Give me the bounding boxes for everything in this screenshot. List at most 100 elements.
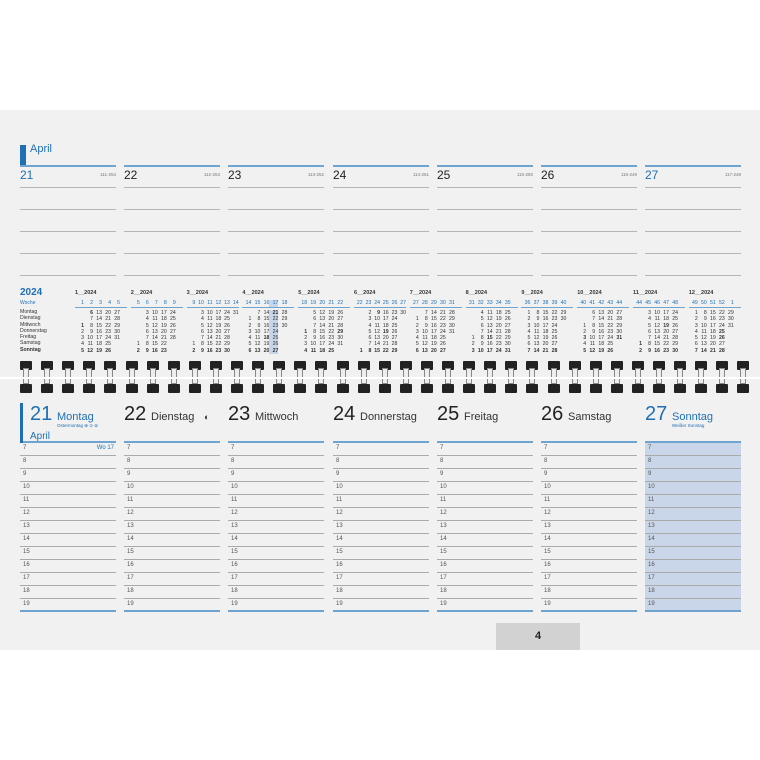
top-day-column[interactable]: 21 111-254 bbox=[20, 165, 116, 276]
note-line[interactable] bbox=[333, 253, 429, 254]
hour-slot[interactable]: 18 bbox=[541, 586, 637, 599]
hour-slot[interactable]: 12 bbox=[228, 508, 324, 521]
hour-slot[interactable]: 9 bbox=[645, 469, 741, 482]
hour-slot[interactable]: 13 bbox=[333, 521, 429, 534]
hour-slot[interactable]: 9 bbox=[228, 469, 324, 482]
hour-slot[interactable]: 11 bbox=[124, 495, 220, 508]
note-line[interactable] bbox=[228, 275, 324, 276]
hour-slot[interactable]: 13 bbox=[228, 521, 324, 534]
note-line[interactable] bbox=[20, 275, 116, 276]
hour-slot[interactable]: 17 bbox=[20, 573, 116, 586]
note-line[interactable] bbox=[333, 231, 429, 232]
hour-slot[interactable]: 11 bbox=[437, 495, 533, 508]
hour-slot[interactable]: 16 bbox=[228, 560, 324, 573]
hour-slot[interactable]: 13 bbox=[437, 521, 533, 534]
hour-slot[interactable]: 18 bbox=[645, 586, 741, 599]
hour-slot[interactable]: 18 bbox=[437, 586, 533, 599]
hour-slot[interactable]: 10 bbox=[333, 482, 429, 495]
hour-slot[interactable]: 14 bbox=[437, 534, 533, 547]
top-day-column[interactable]: 26 116-249 bbox=[541, 165, 637, 276]
note-line[interactable] bbox=[541, 231, 637, 232]
note-line[interactable] bbox=[124, 187, 220, 188]
hour-slot[interactable]: 11 bbox=[228, 495, 324, 508]
note-line[interactable] bbox=[541, 209, 637, 210]
hour-slot[interactable]: 19 bbox=[20, 599, 116, 612]
note-line[interactable] bbox=[437, 275, 533, 276]
hour-slot[interactable]: 19 bbox=[541, 599, 637, 612]
hour-slot[interactable]: 18 bbox=[20, 586, 116, 599]
hour-slot[interactable]: 15 bbox=[333, 547, 429, 560]
hour-slot[interactable]: 16 bbox=[20, 560, 116, 573]
hour-slot[interactable]: 19 bbox=[645, 599, 741, 612]
note-line[interactable] bbox=[124, 231, 220, 232]
hour-slot[interactable]: 18 bbox=[228, 586, 324, 599]
hour-slot[interactable]: 12 bbox=[124, 508, 220, 521]
note-line[interactable] bbox=[20, 187, 116, 188]
hour-slot[interactable]: 8 bbox=[541, 456, 637, 469]
note-line[interactable] bbox=[541, 187, 637, 188]
note-line[interactable] bbox=[437, 253, 533, 254]
hour-slot[interactable]: 7 bbox=[124, 443, 220, 456]
note-line[interactable] bbox=[228, 209, 324, 210]
note-line[interactable] bbox=[541, 253, 637, 254]
hour-slot[interactable]: 8 bbox=[437, 456, 533, 469]
hour-slot[interactable]: 7 bbox=[228, 443, 324, 456]
top-day-column[interactable]: 23 113-252 bbox=[228, 165, 324, 276]
hour-slot[interactable]: 10 bbox=[20, 482, 116, 495]
hour-slot[interactable]: 15 bbox=[124, 547, 220, 560]
hour-slot[interactable]: 14 bbox=[645, 534, 741, 547]
note-line[interactable] bbox=[437, 209, 533, 210]
hour-slot[interactable]: 9 bbox=[333, 469, 429, 482]
note-line[interactable] bbox=[228, 253, 324, 254]
note-line[interactable] bbox=[20, 231, 116, 232]
hour-slot[interactable]: 10 bbox=[541, 482, 637, 495]
hour-slot[interactable]: 19 bbox=[333, 599, 429, 612]
top-day-column[interactable]: 24 114-251 bbox=[333, 165, 429, 276]
note-line[interactable] bbox=[124, 253, 220, 254]
hour-slot[interactable]: 16 bbox=[645, 560, 741, 573]
top-day-column[interactable]: 25 115-250 bbox=[437, 165, 533, 276]
hour-slot[interactable]: 14 bbox=[20, 534, 116, 547]
top-day-column[interactable]: 27 117-248 bbox=[645, 165, 741, 276]
hour-slot[interactable]: 17 bbox=[437, 573, 533, 586]
hour-slot[interactable]: 11 bbox=[333, 495, 429, 508]
note-line[interactable] bbox=[333, 275, 429, 276]
note-line[interactable] bbox=[437, 187, 533, 188]
hour-slot[interactable]: 12 bbox=[645, 508, 741, 521]
hour-slot[interactable]: 16 bbox=[437, 560, 533, 573]
note-line[interactable] bbox=[124, 275, 220, 276]
hour-slot[interactable]: 17 bbox=[645, 573, 741, 586]
hour-slot[interactable]: 15 bbox=[20, 547, 116, 560]
hour-slot[interactable]: 19 bbox=[124, 599, 220, 612]
hour-slot[interactable]: 17 bbox=[541, 573, 637, 586]
hour-slot[interactable]: 17 bbox=[333, 573, 429, 586]
hour-slot[interactable]: 15 bbox=[437, 547, 533, 560]
hour-slot[interactable]: 9 bbox=[124, 469, 220, 482]
note-line[interactable] bbox=[645, 231, 741, 232]
hour-slot[interactable]: 11 bbox=[541, 495, 637, 508]
hour-slot[interactable]: 10 bbox=[124, 482, 220, 495]
hour-slot[interactable]: 7 bbox=[645, 443, 741, 456]
hour-slot[interactable]: 14 bbox=[228, 534, 324, 547]
hour-slot[interactable]: 13 bbox=[124, 521, 220, 534]
hour-slot[interactable]: 17 bbox=[228, 573, 324, 586]
hour-slot[interactable]: 18 bbox=[124, 586, 220, 599]
hour-slot[interactable]: 19 bbox=[228, 599, 324, 612]
hour-slot[interactable]: 17 bbox=[124, 573, 220, 586]
hour-slot[interactable]: 7 bbox=[333, 443, 429, 456]
hour-slot[interactable]: 13 bbox=[645, 521, 741, 534]
hour-slot[interactable]: 7 bbox=[437, 443, 533, 456]
hour-slot[interactable]: 10 bbox=[437, 482, 533, 495]
top-day-column[interactable]: 22 112-253 bbox=[124, 165, 220, 276]
note-line[interactable] bbox=[437, 231, 533, 232]
note-line[interactable] bbox=[645, 253, 741, 254]
note-line[interactable] bbox=[228, 187, 324, 188]
note-line[interactable] bbox=[645, 187, 741, 188]
note-line[interactable] bbox=[124, 209, 220, 210]
note-line[interactable] bbox=[20, 209, 116, 210]
note-line[interactable] bbox=[645, 209, 741, 210]
note-line[interactable] bbox=[228, 231, 324, 232]
note-line[interactable] bbox=[645, 275, 741, 276]
hour-slot[interactable]: 19 bbox=[437, 599, 533, 612]
hour-slot[interactable]: 9 bbox=[437, 469, 533, 482]
